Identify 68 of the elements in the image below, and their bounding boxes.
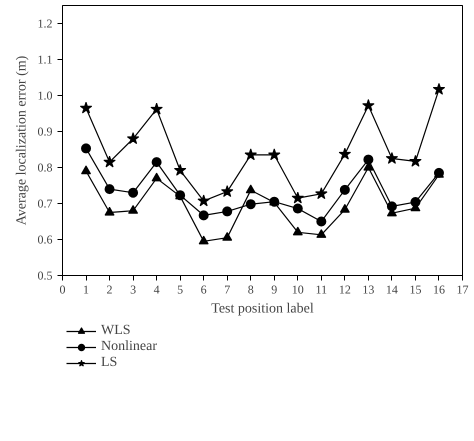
x-tick-label: 0 bbox=[60, 282, 66, 296]
point bbox=[221, 185, 234, 197]
x-tick-label: 13 bbox=[362, 282, 374, 296]
point bbox=[315, 187, 328, 200]
x-tick-label: 3 bbox=[130, 282, 136, 296]
point bbox=[222, 206, 232, 216]
point bbox=[386, 152, 398, 164]
legend-label: LS bbox=[101, 355, 118, 371]
x-axis-title: Test position label bbox=[211, 302, 314, 316]
y-tick-label: 0.5 bbox=[38, 268, 52, 282]
point bbox=[316, 229, 326, 238]
x-tick-label: 5 bbox=[177, 282, 184, 296]
x-tick-label: 15 bbox=[409, 282, 422, 296]
x-tick-label: 2 bbox=[106, 282, 113, 296]
point bbox=[338, 148, 352, 160]
point bbox=[340, 204, 350, 213]
point bbox=[128, 205, 138, 214]
point bbox=[340, 184, 350, 195]
point bbox=[80, 102, 92, 114]
x-tick-label: 1 bbox=[83, 282, 90, 296]
point bbox=[150, 102, 163, 115]
legend-label: WLS bbox=[101, 323, 131, 339]
point bbox=[126, 132, 140, 144]
point bbox=[104, 206, 115, 216]
point bbox=[197, 194, 210, 206]
point bbox=[246, 184, 256, 194]
point bbox=[81, 143, 92, 154]
y-tick-label: 1.1 bbox=[38, 52, 52, 66]
y-tick-label: 1.2 bbox=[38, 16, 52, 30]
point bbox=[81, 165, 92, 174]
y-tick-label: 0.7 bbox=[38, 196, 52, 210]
x-tick-label: 8 bbox=[248, 282, 254, 296]
x-tick-label: 12 bbox=[338, 282, 351, 296]
point bbox=[152, 172, 162, 182]
x-tick-label: 4 bbox=[154, 282, 160, 296]
x-tick-label: 11 bbox=[316, 282, 328, 296]
point bbox=[152, 157, 162, 168]
point bbox=[174, 164, 186, 176]
y-tick-label: 0.9 bbox=[38, 124, 52, 138]
point bbox=[198, 210, 209, 220]
point bbox=[363, 154, 374, 165]
point bbox=[316, 216, 326, 226]
y-tick-label: 0.8 bbox=[38, 160, 52, 174]
x-tick-label: 6 bbox=[200, 282, 207, 296]
x-tick-label: 16 bbox=[432, 282, 445, 296]
point bbox=[222, 232, 232, 241]
point bbox=[292, 204, 303, 214]
point bbox=[244, 148, 257, 160]
point bbox=[292, 226, 303, 236]
x-tick-label: 14 bbox=[386, 282, 398, 296]
point bbox=[409, 154, 422, 167]
y-tick-label: 0.6 bbox=[38, 232, 52, 246]
y-axis-title: Average localization error (m) bbox=[14, 55, 30, 226]
point bbox=[198, 236, 209, 244]
point bbox=[104, 184, 115, 194]
x-tick-label: 17 bbox=[456, 282, 468, 296]
point bbox=[362, 99, 375, 111]
point bbox=[292, 192, 304, 204]
x-tick-label: 7 bbox=[224, 282, 230, 296]
legend-label: Nonlinear bbox=[101, 339, 157, 355]
x-tick-label: 10 bbox=[292, 282, 304, 296]
point bbox=[432, 82, 446, 95]
point bbox=[103, 156, 116, 168]
x-tick-label: 9 bbox=[271, 282, 278, 296]
point bbox=[268, 148, 280, 160]
point bbox=[128, 188, 138, 198]
point bbox=[246, 199, 256, 210]
y-tick-label: 1.0 bbox=[38, 88, 52, 102]
